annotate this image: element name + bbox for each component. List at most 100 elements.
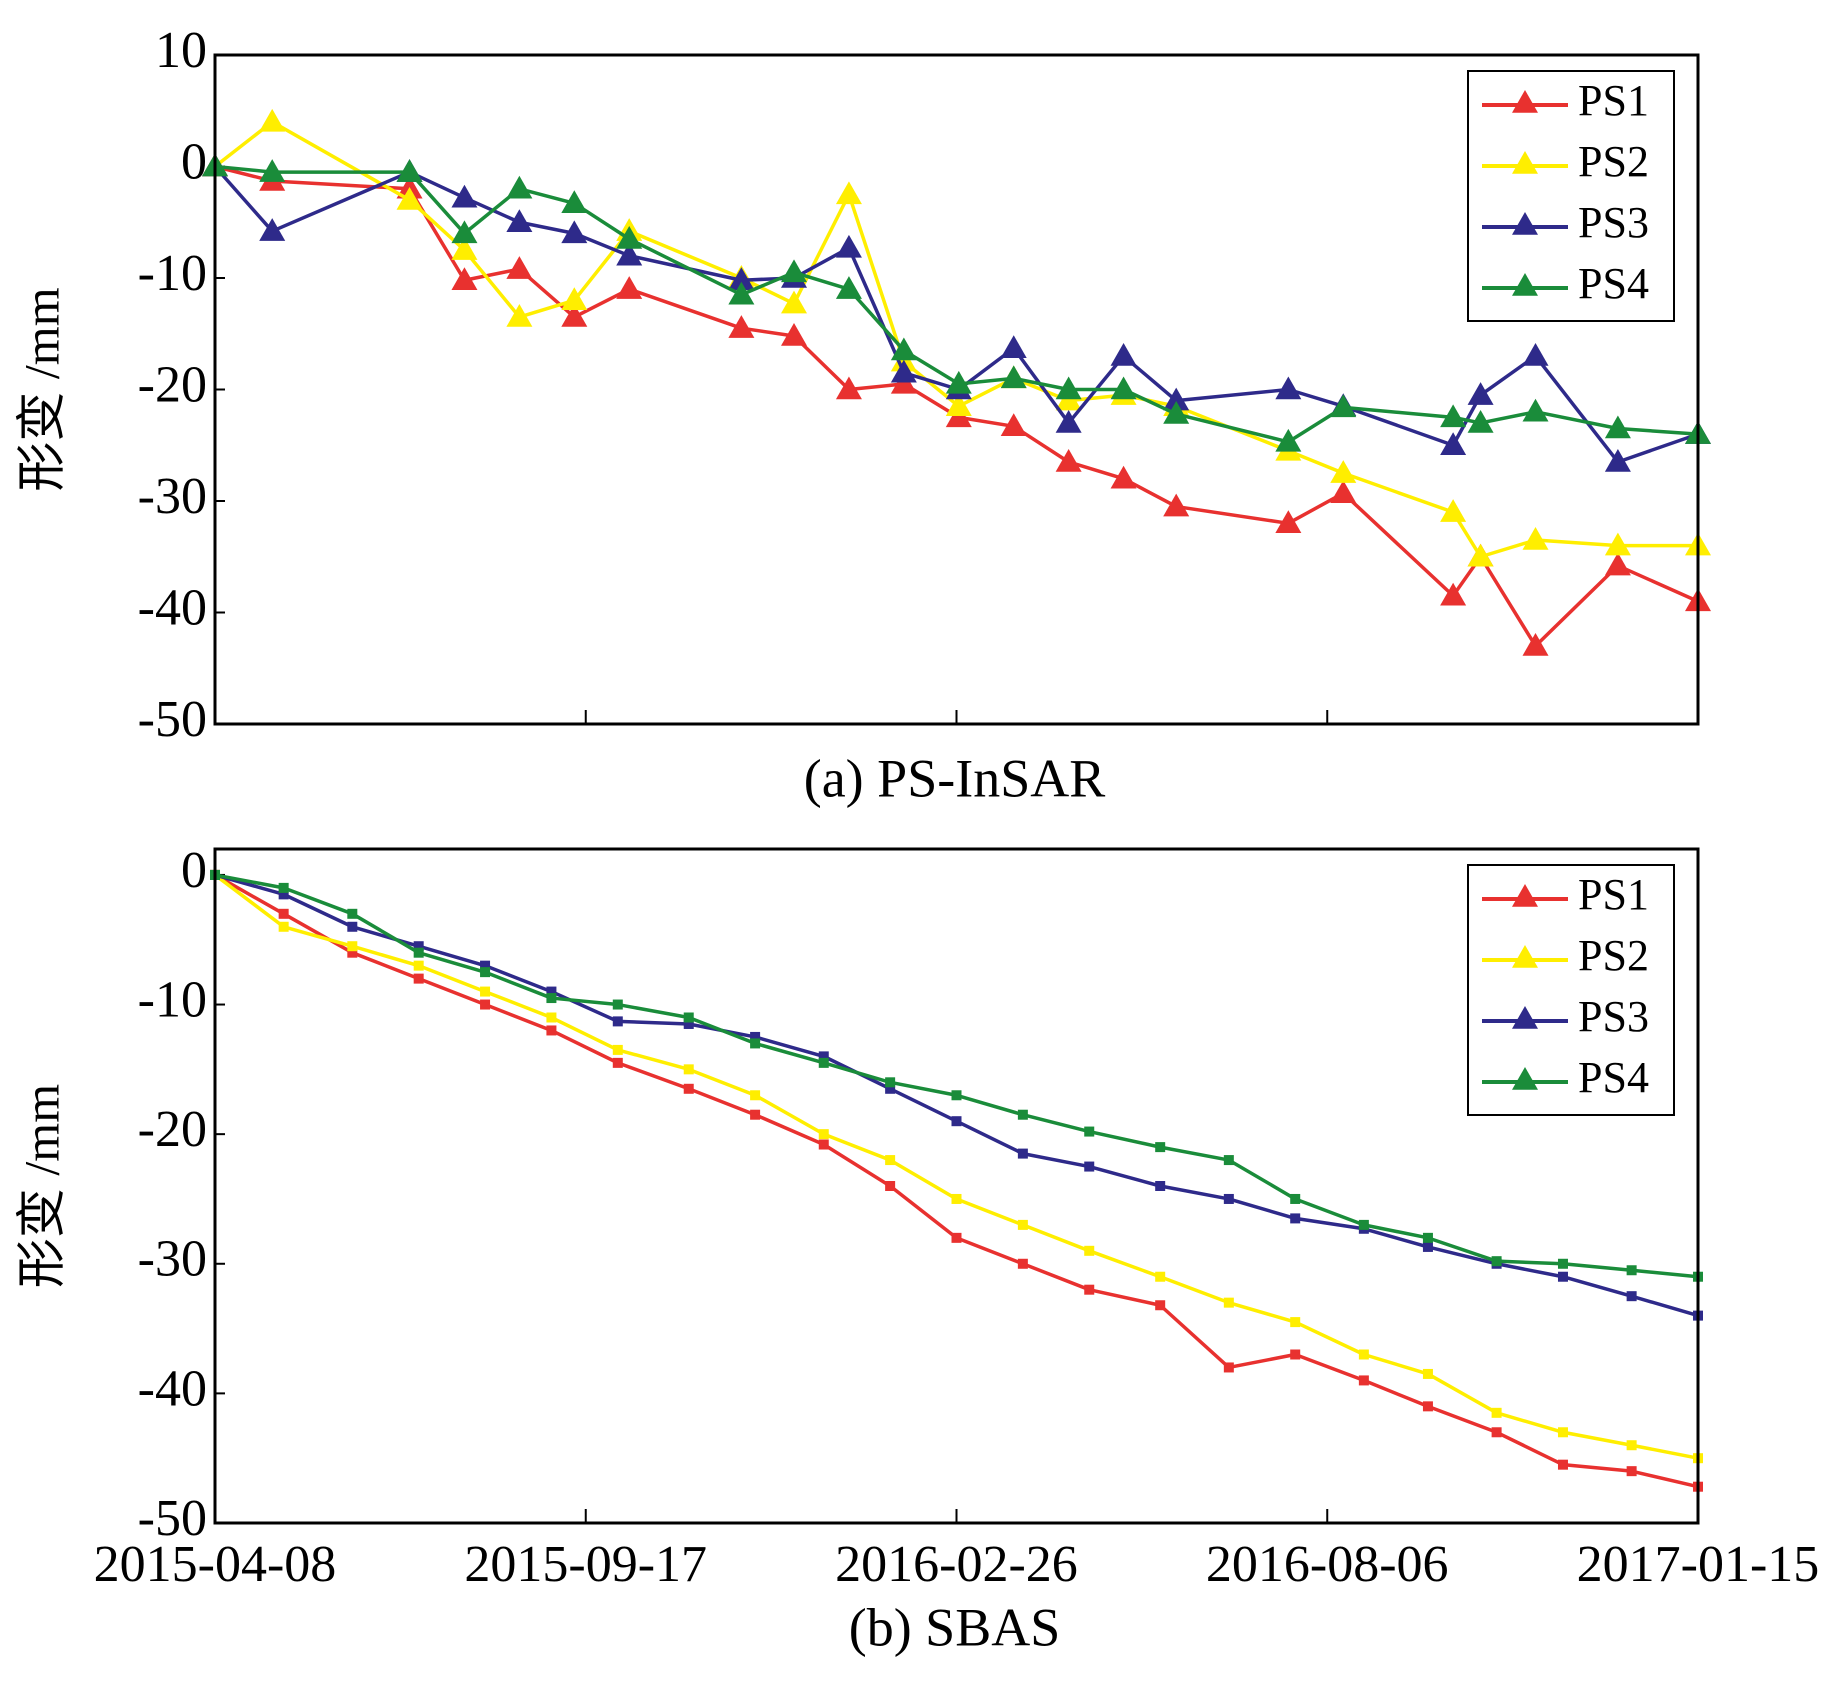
marker (1290, 1193, 1301, 1204)
marker (612, 1057, 623, 1068)
legend-label: PS3 (1578, 992, 1649, 1041)
marker (1290, 1349, 1301, 1360)
marker (278, 921, 289, 932)
marker (1275, 376, 1302, 400)
marker (1000, 413, 1027, 437)
legend-marker (1512, 945, 1538, 968)
marker (945, 370, 972, 394)
y-tick-label: -10 (138, 971, 207, 1028)
marker (835, 276, 862, 299)
marker (278, 908, 289, 919)
marker (451, 237, 478, 260)
marker (1557, 1459, 1568, 1470)
marker (396, 186, 423, 210)
marker (347, 947, 358, 958)
marker (951, 1090, 962, 1101)
marker (347, 908, 358, 919)
y-tick-label: -10 (138, 245, 207, 302)
marker (546, 1025, 557, 1036)
marker (728, 281, 755, 305)
marker (835, 376, 862, 400)
marker (1626, 1265, 1637, 1276)
marker (1604, 448, 1631, 472)
marker (945, 393, 972, 416)
marker (413, 941, 424, 952)
marker (1491, 1407, 1502, 1418)
marker (1358, 1349, 1369, 1360)
legend-label: PS2 (1578, 931, 1649, 980)
x-tick-label: 2016-02-26 (835, 1536, 1078, 1593)
marker (1557, 1427, 1568, 1438)
marker (1000, 365, 1027, 389)
marker (1491, 1427, 1502, 1438)
marker (1467, 543, 1494, 567)
marker (616, 276, 643, 299)
marker (347, 941, 358, 952)
legend-marker (1512, 212, 1538, 235)
marker (885, 1181, 896, 1191)
marker (750, 1090, 761, 1101)
marker (1017, 1258, 1028, 1269)
marker (1440, 404, 1467, 428)
marker (1491, 1256, 1502, 1267)
marker (546, 993, 557, 1004)
y-tick-label: -40 (138, 579, 207, 636)
marker (1626, 1291, 1637, 1302)
marker (1626, 1440, 1637, 1451)
marker (1557, 1258, 1568, 1269)
marker (561, 190, 588, 214)
marker (1358, 1219, 1369, 1230)
caption: (a) PS-InSAR (804, 748, 1106, 808)
marker (781, 290, 808, 314)
marker (396, 159, 423, 182)
marker (835, 181, 862, 205)
marker (890, 337, 917, 361)
marker (1522, 343, 1549, 366)
marker (1223, 1297, 1234, 1308)
y-tick-label: 0 (181, 133, 207, 190)
marker (885, 1077, 896, 1088)
marker (1110, 343, 1137, 366)
y-axis-label: 形变 /mm (13, 287, 69, 491)
marker (750, 1109, 761, 1120)
y-tick-label: 0 (181, 842, 207, 899)
marker (1163, 493, 1190, 517)
marker (818, 1057, 829, 1068)
marker (885, 1083, 896, 1094)
y-tick-label: -50 (138, 1490, 207, 1547)
marker (1055, 448, 1082, 472)
marker (1155, 1181, 1166, 1191)
marker (278, 889, 289, 900)
marker (1440, 499, 1467, 522)
marker (506, 209, 533, 232)
legend-label: PS1 (1578, 76, 1649, 125)
marker (1290, 1213, 1301, 1224)
marker (1604, 532, 1631, 556)
y-tick-label: -30 (138, 468, 207, 525)
marker (1163, 387, 1190, 411)
marker (506, 256, 533, 279)
marker (1084, 1161, 1095, 1172)
marker (750, 1031, 761, 1042)
y-tick-label: -40 (138, 1360, 207, 1417)
marker (1275, 510, 1302, 534)
marker (1110, 465, 1137, 489)
marker (561, 220, 588, 244)
marker (728, 267, 755, 290)
marker (506, 304, 533, 327)
marker (818, 1129, 829, 1140)
marker (1017, 1219, 1028, 1230)
marker (728, 315, 755, 338)
marker (616, 242, 643, 266)
marker (1223, 1155, 1234, 1166)
legend-label: PS4 (1578, 259, 1649, 308)
marker (451, 184, 478, 208)
marker (1440, 432, 1467, 455)
marker (1084, 1284, 1095, 1295)
marker (951, 1116, 962, 1127)
marker (259, 108, 286, 132)
legend-marker (1512, 884, 1538, 907)
y-tick-label: -30 (138, 1231, 207, 1288)
marker (451, 267, 478, 290)
marker (1557, 1271, 1568, 1282)
